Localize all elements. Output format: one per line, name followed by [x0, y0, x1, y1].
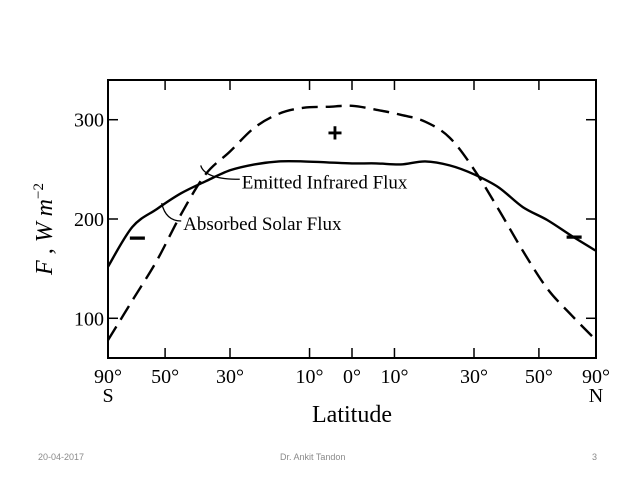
sign-deficit-minus: −: [129, 222, 147, 255]
x-axis-title: Latitude: [312, 402, 392, 428]
x-tick-label: 30°: [460, 366, 488, 388]
x-tick-label: 10°: [380, 366, 408, 388]
y-axis-title-text: F , W m: [32, 199, 58, 276]
pole-label-south: S: [102, 385, 113, 407]
x-tick-label: 90°: [582, 366, 610, 388]
plot-area: [106, 79, 597, 359]
plot-frame: [107, 79, 597, 359]
y-tick-label: 300: [74, 110, 104, 132]
footer-page-number: 3: [592, 452, 598, 462]
annotation-absorbed-solar: Absorbed Solar Flux: [183, 214, 342, 235]
y-axis-title-exponent: −2: [31, 183, 47, 199]
annotation-emitted-infrared: Emitted Infrared Flux: [242, 172, 408, 193]
x-tick-label: 0°: [343, 366, 361, 388]
x-tick-label: 50°: [151, 366, 179, 388]
x-tick-label: 50°: [525, 366, 553, 388]
y-axis-title: F , W m−2: [31, 183, 58, 276]
x-tick-label: 90°: [94, 366, 122, 388]
series-emitted-infrared-line: [106, 159, 597, 268]
footer-author: Dr. Ankit Tandon: [280, 452, 346, 462]
sign-deficit-minus: −: [565, 221, 583, 254]
sign-surplus-plus: +: [327, 118, 342, 148]
annotation-leader-line: [200, 165, 240, 180]
y-tick-label: 100: [74, 308, 104, 330]
footer-date: 20-04-2017: [38, 452, 85, 462]
y-tick-label: 200: [74, 209, 104, 231]
x-tick-label: 10°: [296, 366, 324, 388]
annotation-leader-line: [161, 202, 182, 222]
series-absorbed-solar-line: [106, 104, 597, 341]
x-tick-label: 30°: [216, 366, 244, 388]
pole-label-north: N: [589, 385, 603, 407]
